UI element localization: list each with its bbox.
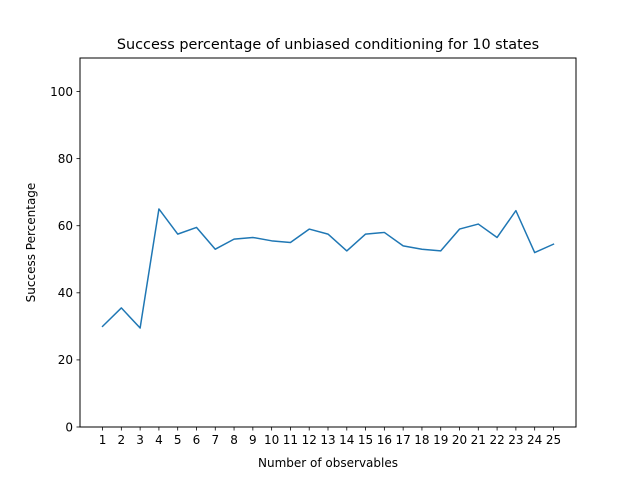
x-tick-label: 17 <box>396 433 411 447</box>
chart-title: Success percentage of unbiased condition… <box>117 37 539 53</box>
y-tick-label: 20 <box>58 353 73 367</box>
x-tick-label: 3 <box>136 433 144 447</box>
x-tick-label: 20 <box>452 433 467 447</box>
x-tick-label: 6 <box>193 433 201 447</box>
x-tick-label: 25 <box>546 433 561 447</box>
y-axis-label: Success Percentage <box>24 183 38 303</box>
x-tick-label: 9 <box>249 433 257 447</box>
y-axis-ticks: 0 20 40 60 80 100 <box>50 85 80 434</box>
series-line <box>101 208 555 329</box>
x-tick-label: 1 <box>99 433 107 447</box>
y-tick-label: 80 <box>58 152 73 166</box>
x-tick-label: 21 <box>471 433 486 447</box>
y-tick-label: 60 <box>58 219 73 233</box>
x-tick-label: 13 <box>320 433 335 447</box>
x-tick-label: 2 <box>118 433 126 447</box>
x-tick-label: 11 <box>283 433 298 447</box>
x-tick-label: 16 <box>377 433 392 447</box>
x-tick-label: 10 <box>264 433 279 447</box>
x-tick-label: 8 <box>230 433 238 447</box>
x-tick-label: 19 <box>433 433 448 447</box>
x-tick-label: 18 <box>414 433 429 447</box>
x-tick-label: 14 <box>339 433 354 447</box>
x-axis-label: Number of observables <box>258 456 398 470</box>
x-tick-label: 22 <box>489 433 504 447</box>
plot-layer <box>101 208 555 329</box>
x-tick-label: 23 <box>508 433 523 447</box>
x-tick-label: 12 <box>302 433 317 447</box>
x-axis-ticks: 1 2 3 4 5 6 7 8 9 10 11 12 13 14 15 16 17 18 19 20 21 22 23 24 2… <box>99 427 561 447</box>
y-tick-label: 0 <box>65 420 73 434</box>
x-tick-label: 4 <box>155 433 163 447</box>
x-tick-label: 15 <box>358 433 373 447</box>
x-tick-label: 24 <box>527 433 542 447</box>
y-tick-label: 40 <box>58 286 73 300</box>
y-tick-label: 100 <box>50 85 73 99</box>
x-tick-label: 5 <box>174 433 182 447</box>
x-tick-label: 7 <box>211 433 219 447</box>
